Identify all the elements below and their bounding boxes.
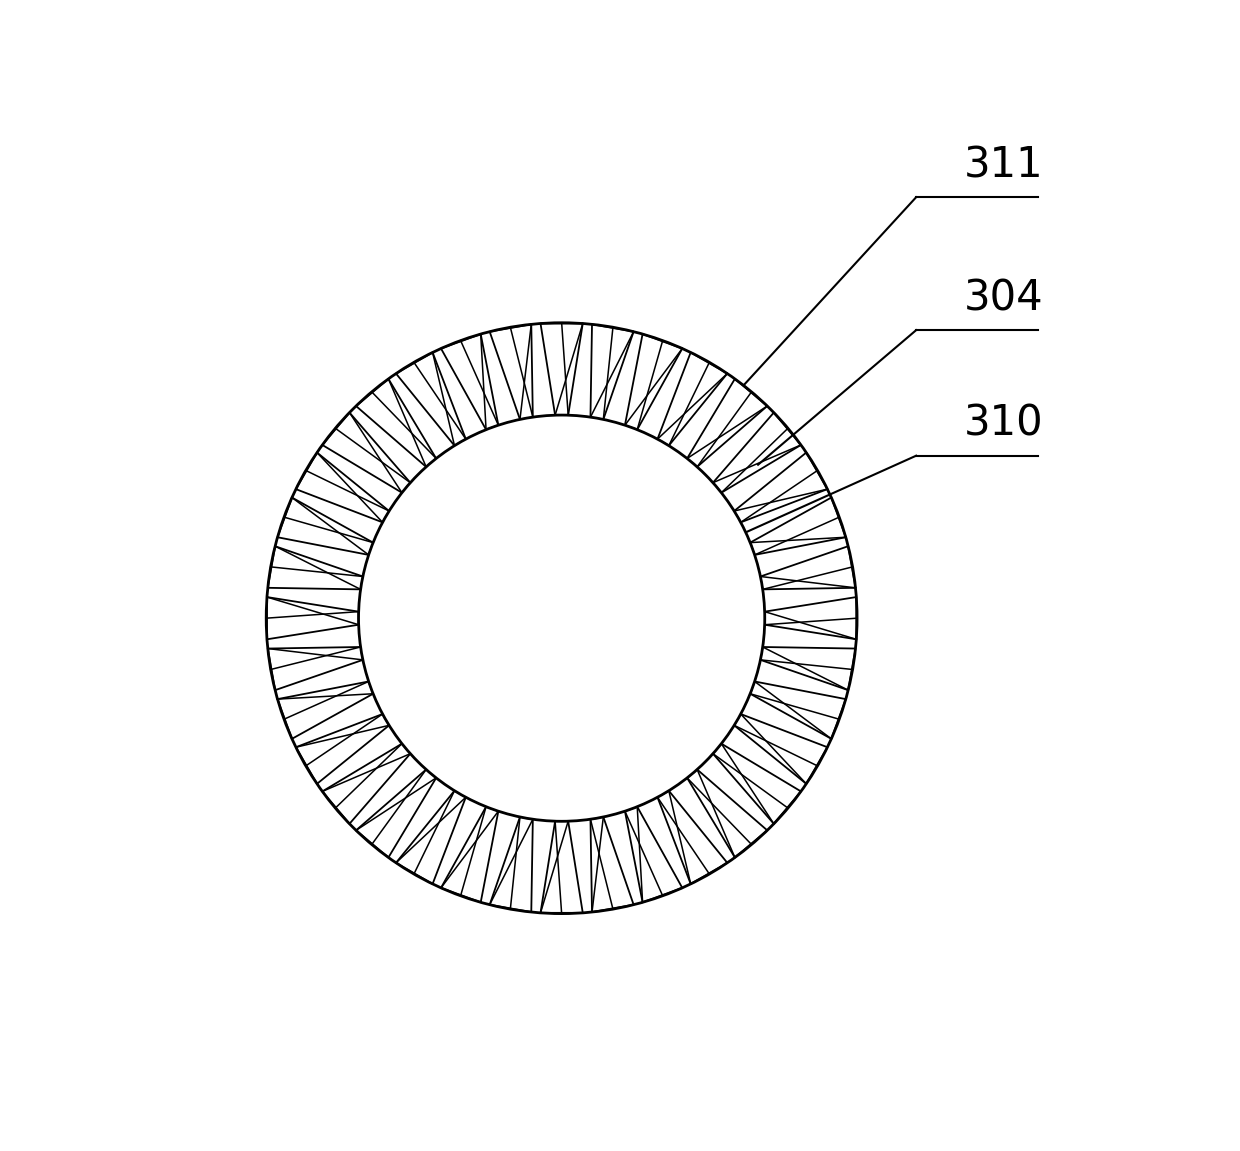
Text: 304: 304 bbox=[965, 277, 1044, 319]
Circle shape bbox=[358, 416, 765, 822]
Text: 311: 311 bbox=[965, 144, 1044, 186]
Text: 310: 310 bbox=[965, 403, 1044, 444]
